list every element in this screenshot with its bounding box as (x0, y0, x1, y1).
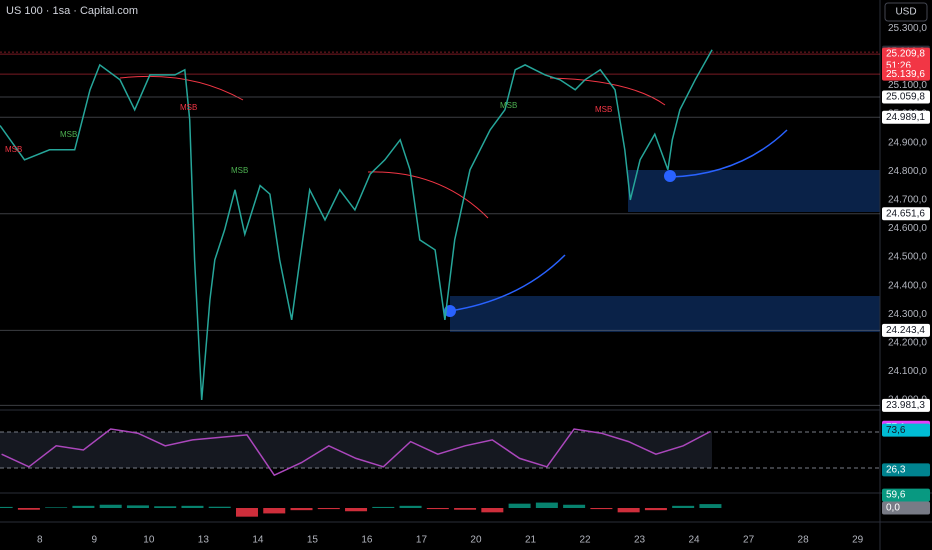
x-tick-label: 17 (416, 535, 428, 546)
price-badge (882, 463, 930, 477)
histogram-bar (644, 508, 667, 511)
histogram-bar (426, 508, 449, 510)
pivot-marker (664, 170, 676, 182)
y-tick-label: 24.900,0 (888, 137, 927, 148)
histogram-bar (617, 508, 640, 513)
histogram-bar (45, 507, 68, 508)
x-tick-label: 8 (37, 535, 43, 546)
histogram-bar (235, 508, 258, 517)
histogram-bar (17, 508, 40, 510)
histogram-bar (154, 506, 177, 508)
price-line (1, 428, 711, 477)
histogram-bar (699, 504, 722, 508)
histogram-bar (563, 504, 586, 508)
rsi-band (0, 432, 712, 468)
histogram-bar (535, 502, 558, 508)
y-tick-label: 24.200,0 (888, 337, 927, 348)
histogram-bar (399, 505, 422, 508)
histogram-bar (290, 508, 313, 511)
x-tick-label: 28 (798, 535, 810, 546)
price-badge-label: 24.243,4 (886, 325, 925, 336)
histogram-bar (454, 508, 477, 510)
price-badge-label: 59,6 (886, 490, 906, 501)
x-tick-label: 23 (634, 535, 646, 546)
histogram-bar (481, 508, 504, 513)
histogram-bar (126, 505, 149, 508)
price-badge-label: 25.059,8 (886, 92, 925, 103)
price-badge (882, 207, 930, 221)
y-tick-label: 24.800,0 (888, 166, 927, 177)
x-tick-label: 14 (252, 535, 264, 546)
x-tick-label: 16 (361, 535, 373, 546)
x-tick-label: 22 (579, 535, 591, 546)
price-badge-label: 73,6 (886, 425, 906, 436)
projection-curve (669, 129, 788, 178)
msb-label: MSB (231, 166, 248, 175)
y-tick-label: 25.300,0 (888, 23, 927, 34)
y-tick-label: 24.400,0 (888, 280, 927, 291)
price-badge (882, 47, 930, 74)
currency-button[interactable] (884, 2, 928, 22)
price-badge-label: 24.989,1 (886, 112, 925, 123)
msb-label: MSB (500, 101, 517, 110)
projection-curve (549, 77, 666, 106)
x-tick-label: 9 (92, 535, 98, 546)
demand-zone (450, 296, 880, 332)
histogram-bar (99, 504, 122, 508)
x-tick-label: 15 (307, 535, 319, 546)
msb-label: MSB (595, 105, 612, 114)
price-badge (882, 90, 930, 104)
countdown-label: 51:26 (886, 61, 911, 72)
histogram-bar (372, 506, 395, 508)
x-tick-label: 20 (470, 535, 482, 546)
price-badge (882, 423, 930, 437)
price-badge-label: 25.209,8 (886, 49, 925, 60)
histogram-bar (263, 508, 286, 514)
price-badge-label: 24.651,6 (886, 208, 925, 219)
y-tick-label: 24.300,0 (888, 309, 927, 320)
y-tick-label: 24.700,0 (888, 194, 927, 205)
y-tick-label: 24.600,0 (888, 223, 927, 234)
price-badge (882, 323, 930, 337)
y-tick-label: 25.100,0 (888, 80, 927, 91)
currency-label[interactable]: USD (895, 7, 916, 18)
x-tick-label: 29 (852, 535, 864, 546)
x-tick-label: 21 (525, 535, 537, 546)
price-badge-label: 25.139,6 (886, 69, 925, 80)
histogram-bar (590, 508, 613, 510)
price-badge-label: 26,3 (886, 465, 906, 476)
chart-title: US 100 · 1sa · Capital.com (6, 5, 138, 17)
histogram-bar (317, 508, 340, 510)
price-badge (882, 110, 930, 124)
y-tick-label: 24.100,0 (888, 366, 927, 377)
histogram-bar (345, 508, 368, 512)
projection-curve (449, 254, 566, 312)
price-badge-label: 0,0 (886, 503, 900, 514)
x-tick-label: 24 (689, 535, 701, 546)
price-badge (882, 488, 930, 502)
msb-label: MSB (60, 130, 77, 139)
x-tick-label: 13 (198, 535, 210, 546)
x-tick-label: 27 (743, 535, 755, 546)
histogram-bar (508, 503, 531, 508)
histogram-bar (0, 506, 13, 508)
projection-curve (367, 171, 489, 219)
histogram-bar (181, 505, 204, 508)
histogram-bar (208, 506, 231, 508)
price-badge (882, 501, 930, 515)
price-line (0, 49, 713, 401)
x-tick-label: 10 (143, 535, 155, 546)
msb-label: MSB (180, 103, 197, 112)
histogram-bar (72, 505, 95, 508)
histogram-bar (672, 505, 695, 508)
price-badge (882, 67, 930, 81)
msb-label: MSB (5, 145, 22, 154)
y-tick-label: 24.500,0 (888, 252, 927, 263)
price-badge-label: 23.981,3 (886, 400, 925, 411)
price-badge (882, 398, 930, 412)
